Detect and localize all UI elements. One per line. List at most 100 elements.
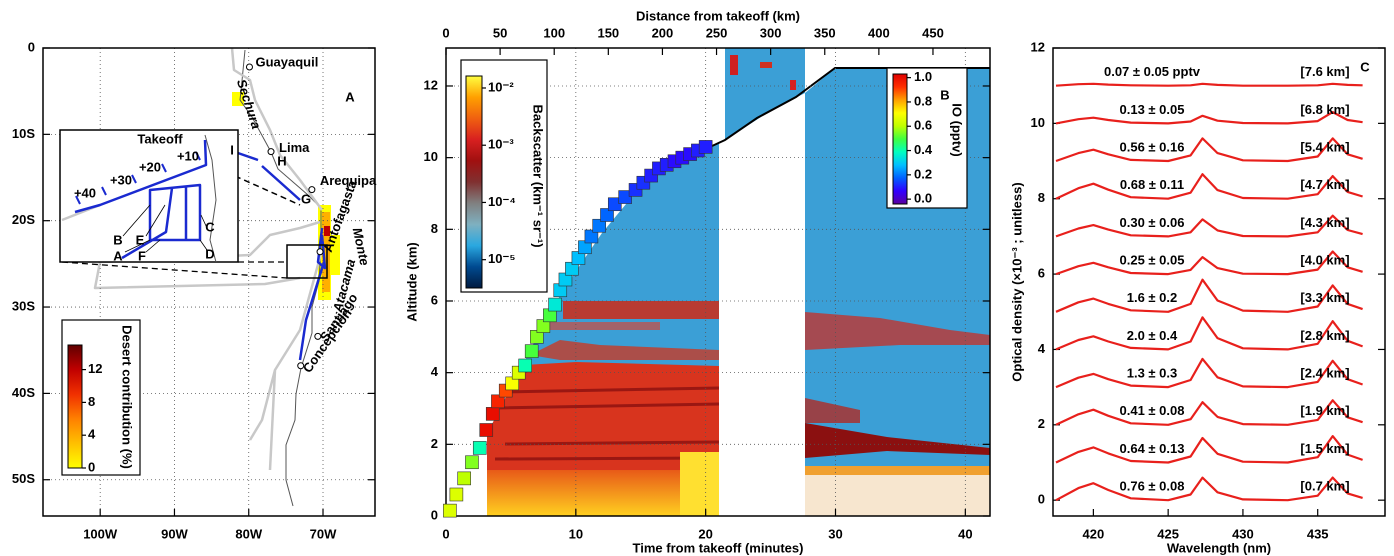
y-tick-label: 10 [1031,115,1045,130]
y-tick-label: 6 [431,292,438,307]
altitude-label: [0.7 km] [1300,479,1349,494]
y-tick-label: 30S [12,298,35,313]
altitude-label: [1.5 km] [1300,441,1349,456]
colorbar-tick-label: 0.6 [914,118,932,133]
desert-patch [322,212,330,292]
colorbar-tick-label: 0.8 [914,93,932,108]
colorbar-title: Desert contribution (%) [120,325,135,469]
annotation: E [136,232,145,247]
profile-marker [518,358,532,373]
x2-axis-title: Distance from takeoff (km) [636,8,800,23]
x-tick-label: 10 [569,526,583,541]
map-overlay [59,129,328,279]
y-tick-label: 4 [431,364,439,379]
panel-label: B [940,87,949,102]
profile-marker [443,503,457,518]
colorbar-tick-label: 10⁻⁵ [488,251,515,266]
annotation: G [301,191,311,206]
annotation: +40 [74,185,96,200]
series-label: 2.0 ± 0.4 [1127,328,1178,343]
inset-coast [204,134,217,263]
profile-marker [618,190,632,204]
x-tick-label: 30 [828,526,842,541]
annotation: C [205,219,215,234]
annotation: I [230,142,234,157]
y-tick-label: 2 [431,436,438,451]
y-tick-label: 0 [431,507,438,522]
series-label: 0.76 ± 0.08 [1120,479,1185,494]
profile-marker [472,441,487,455]
colorbar-tick-label: 0.0 [914,191,932,206]
annotation: H [277,153,286,168]
flight-track [248,249,324,471]
fit-line [1055,278,1363,313]
y-tick-label: 12 [424,77,438,92]
colorbar-tick-label: 8 [88,394,95,409]
city-marker [308,186,316,194]
profile-marker [600,208,614,222]
profile-marker [485,407,500,421]
annotation: F [138,248,146,263]
y-tick-label: 10 [424,149,438,164]
x-tick-label: 90W [161,526,188,541]
colorbar [67,344,83,469]
profile-marker [457,471,471,486]
y-tick-label: 0 [1038,492,1045,507]
x-axis-title: Wavelength (nm) [1167,540,1271,555]
x2-tick-label: 400 [868,25,890,40]
annotation: +30 [110,172,132,187]
x-tick-label: 100W [83,526,118,541]
y-tick-label: 4 [1038,341,1046,356]
inset-ticks [75,151,201,205]
series-label: 1.6 ± 0.2 [1127,290,1178,305]
panel-label: A [345,89,355,104]
city-label: Guayaquil [255,54,318,69]
panel-label: C [1360,59,1370,74]
lidar-curtain [487,48,990,516]
profile-marker [449,487,464,502]
city-label: Lima [279,140,310,155]
series-label: 0.56 ± 0.16 [1120,139,1185,154]
x2-tick-label: 450 [922,25,944,40]
city-label: Arequipa [320,173,377,188]
y-tick-label: 8 [431,221,438,236]
x2-tick-label: 150 [597,25,619,40]
altitude-label: [4.3 km] [1300,215,1349,230]
profile-marker [479,423,494,437]
altitude-label: [4.7 km] [1300,177,1349,192]
fit-line [1055,214,1363,238]
colorbar-tick-label: 12 [88,361,102,376]
colorbar-tick-label: 10⁻² [488,79,514,94]
x-tick-label: 40 [958,526,972,541]
x-axis-title: Time from takeoff (minutes) [633,540,804,555]
plot-frame [445,47,991,517]
y-tick-label: 40S [12,385,35,400]
altitude-label: [4.0 km] [1300,253,1349,268]
fit-line [1055,357,1363,389]
fit-line [1055,476,1363,502]
x-tick-label: 20 [698,526,712,541]
x-tick-label: 420 [1083,526,1105,541]
altitude-label: [1.9 km] [1300,403,1349,418]
colorbar-tick-label: 0.4 [914,142,933,157]
profile-marker [607,197,622,212]
y-axis-title: Altitude (km) [404,242,419,321]
city-marker [245,63,253,71]
colorbar-title: IO (pptv) [950,103,965,156]
y-tick-label: 50S [12,471,35,486]
x2-tick-label: 250 [706,25,728,40]
profile-marker [465,455,479,470]
colorbar-tick-label: 1.0 [914,69,932,84]
colorbar-tick-label: 10⁻⁴ [488,194,516,209]
x-tick-label: 80W [235,526,262,541]
city-marker [314,332,322,340]
fit-line [1055,435,1363,464]
city-marker [316,248,324,256]
colorbar [465,75,483,289]
x-tick-label: 70W [310,526,337,541]
y-tick-label: 20S [12,212,35,227]
fit-line [1055,316,1363,351]
y-axis-title: Optical density (×10⁻³ ; unitless) [1009,182,1024,381]
colorbar [892,73,908,205]
